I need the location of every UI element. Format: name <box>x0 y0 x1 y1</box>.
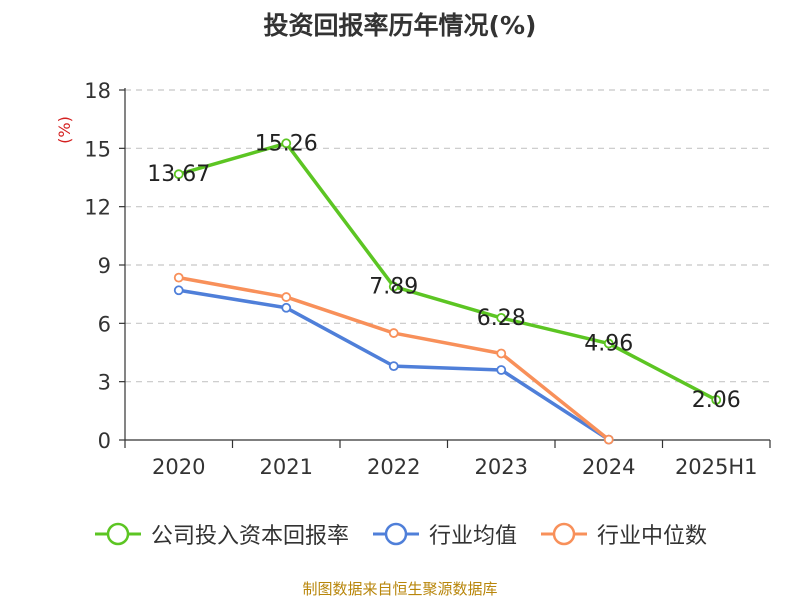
data-label: 2.06 <box>692 388 741 413</box>
x-tick-label: 2025H1 <box>675 455 758 479</box>
chart-title: 投资回报率历年情况(%) <box>263 11 537 40</box>
y-tick-label: 0 <box>98 429 111 453</box>
y-tick-label: 3 <box>98 371 111 395</box>
x-tick-label: 2022 <box>367 455 420 479</box>
y-tick-label: 18 <box>84 79 111 103</box>
legend: 公司投入资本回报率 行业均值 行业中位数 <box>0 518 800 550</box>
x-tick-label: 2023 <box>475 455 528 479</box>
data-point <box>711 395 722 405</box>
axes: 0 3 6 9 12 15 18 2020 2021 2022 2023 2024 2025H1 (%) <box>55 79 771 479</box>
legend-item[interactable]: 行业均值 <box>371 518 517 550</box>
data-point <box>281 302 292 313</box>
y-tick-label: 12 <box>84 196 111 220</box>
x-tick-label: 2020 <box>152 455 205 479</box>
y-tick-label: 6 <box>98 312 111 336</box>
y-tick-label: 15 <box>84 137 111 161</box>
data-point <box>281 138 292 149</box>
data-point <box>388 361 399 372</box>
y-axis-label: (%) <box>55 116 74 144</box>
data-labels: 13.67 15.26 7.89 6.28 4.96 2.06 <box>147 131 740 413</box>
x-tick-label: 2024 <box>582 455 635 479</box>
legend-swatch-icon <box>94 522 141 546</box>
legend-label: 公司投入资本回报率 <box>150 524 349 549</box>
data-point <box>173 272 184 283</box>
data-point <box>173 285 184 296</box>
x-tick-label: 2021 <box>260 455 313 479</box>
source-note: 制图数据来自恒生聚源数据库 <box>302 580 498 598</box>
legend-swatch-icon <box>372 522 419 546</box>
data-label: 4.96 <box>584 332 633 357</box>
data-point <box>603 338 614 349</box>
data-point <box>496 312 507 323</box>
data-point <box>173 169 184 180</box>
legend-swatch-icon <box>541 522 587 546</box>
y-tick-label: 9 <box>98 254 111 278</box>
data-point <box>496 348 507 359</box>
legend-label: 行业中位数 <box>597 524 708 549</box>
data-point <box>496 365 507 375</box>
legend-item[interactable]: 行业中位数 <box>539 518 707 550</box>
data-point <box>281 292 292 302</box>
legend-label: 行业均值 <box>428 524 517 549</box>
data-point <box>603 434 614 445</box>
data-label: 7.89 <box>369 275 418 300</box>
series-line <box>178 141 718 402</box>
data-point <box>388 281 399 292</box>
data-point <box>388 328 399 338</box>
data-label: 13.67 <box>147 162 210 187</box>
gridlines <box>125 89 770 383</box>
legend-item[interactable]: 公司投入资本回报率 <box>93 518 349 550</box>
series-layer <box>173 138 722 445</box>
data-label: 15.26 <box>255 131 318 156</box>
data-label: 6.28 <box>477 306 526 331</box>
